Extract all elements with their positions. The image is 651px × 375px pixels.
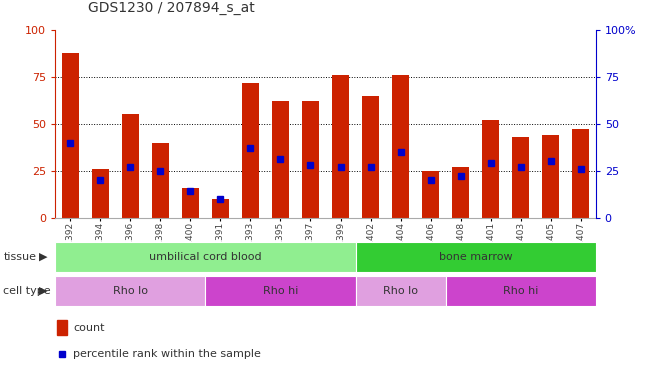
Text: cell type: cell type	[3, 286, 51, 296]
Bar	[62, 53, 79, 217]
Bar	[302, 101, 319, 217]
Text: count: count	[73, 322, 104, 333]
Bar	[57, 320, 68, 335]
Text: tissue: tissue	[3, 252, 36, 262]
Bar	[362, 96, 379, 218]
Bar	[212, 199, 229, 217]
Bar	[572, 129, 589, 218]
Bar	[332, 75, 349, 217]
Bar	[152, 142, 169, 218]
Bar	[55, 242, 355, 272]
Text: GDS1230 / 207894_s_at: GDS1230 / 207894_s_at	[88, 1, 255, 15]
Text: bone marrow: bone marrow	[439, 252, 512, 262]
Bar	[182, 188, 199, 218]
Bar	[55, 276, 206, 306]
Bar	[206, 276, 355, 306]
Text: ▶: ▶	[39, 252, 48, 262]
Text: Rho hi: Rho hi	[503, 286, 538, 296]
Bar	[355, 242, 596, 272]
Bar	[512, 137, 529, 218]
Bar	[452, 167, 469, 218]
Bar	[393, 75, 409, 217]
Text: ▶: ▶	[39, 286, 48, 296]
Bar	[355, 276, 445, 306]
Bar	[542, 135, 559, 218]
Text: Rho lo: Rho lo	[113, 286, 148, 296]
Text: percentile rank within the sample: percentile rank within the sample	[73, 350, 261, 359]
Bar	[272, 101, 289, 217]
Text: umbilical cord blood: umbilical cord blood	[149, 252, 262, 262]
Text: Rho hi: Rho hi	[263, 286, 298, 296]
Bar	[92, 169, 109, 217]
Text: Rho lo: Rho lo	[383, 286, 418, 296]
Bar	[422, 171, 439, 217]
Bar	[242, 82, 258, 218]
Bar	[122, 114, 139, 218]
Bar	[482, 120, 499, 218]
Bar	[445, 276, 596, 306]
